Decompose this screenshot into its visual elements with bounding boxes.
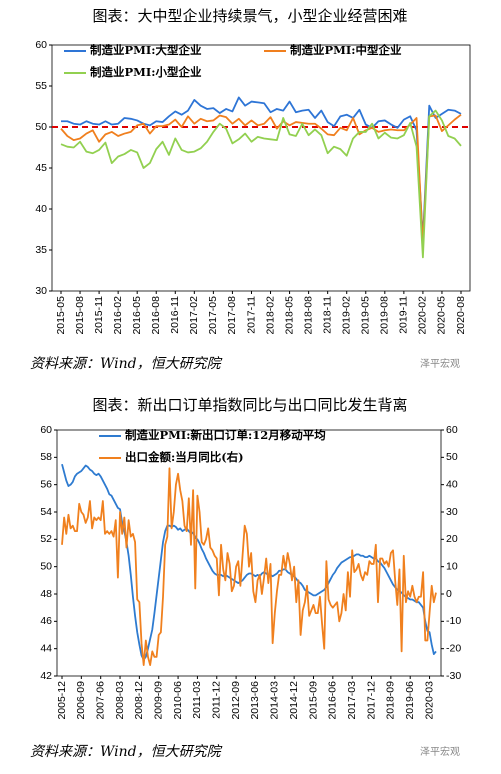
x-tick-label: 2015-09: [307, 681, 319, 720]
y2-tick-label: -10: [446, 615, 461, 627]
y2-tick-label: 30: [446, 506, 458, 518]
plot-frame: [56, 429, 442, 677]
x-tick-label: 2017-02: [188, 296, 200, 335]
x-tick-label: 2016-02: [112, 296, 124, 335]
x-tick-label: 2019-11: [398, 296, 410, 334]
y-tick-label: 40: [35, 203, 47, 215]
plot-frame: [51, 44, 471, 292]
x-tick-label: 2016-05: [131, 296, 143, 335]
series-line: [61, 96, 462, 241]
y-tick-label: 46: [40, 615, 52, 627]
x-tick-label: 2018-09: [385, 681, 397, 720]
x-tick-label: 2018-02: [264, 296, 276, 335]
x-tick-label: 2017-11: [245, 296, 257, 334]
series-line: [60, 113, 462, 247]
x-tick-label: 2008-03: [114, 681, 126, 720]
y-tick-label: 58: [40, 451, 52, 463]
y-tick-label: 56: [40, 478, 52, 490]
y-tick-label: 35: [35, 244, 47, 256]
series-line: [61, 467, 437, 666]
x-tick-label: 2010-06: [172, 681, 184, 720]
x-tick-label: 2017-12: [365, 681, 377, 720]
y2-tick-label: 0: [446, 588, 452, 600]
y2-tick-label: -30: [446, 670, 461, 682]
x-tick-label: 2019-05: [360, 296, 372, 335]
x-tick-label: 2018-11: [321, 296, 333, 334]
x-tick-label: 2019-06: [404, 681, 416, 720]
legend-label: 制造业PMI:新出口订单:12月移动平均: [125, 428, 326, 442]
y-tick-label: 48: [40, 588, 52, 600]
y-tick-label: 30: [35, 285, 47, 297]
series-line: [60, 109, 462, 259]
x-tick-label: 2017-03: [346, 681, 358, 720]
x-tick-label: 2013-06: [249, 681, 261, 720]
y2-tick-label: 50: [446, 451, 458, 463]
x-tick-label: 2020-08: [455, 296, 467, 335]
x-tick-label: 2018-05: [283, 296, 295, 335]
x-tick-label: 2008-12: [133, 681, 145, 720]
y-tick-label: 55: [35, 80, 47, 92]
x-tick-label: 2019-08: [379, 296, 391, 335]
y2-tick-label: 60: [446, 424, 458, 436]
source-note: 资料来源：Wind，恒大研究院: [30, 744, 223, 760]
legend-label: 制造业PMI:小型企业: [90, 65, 202, 79]
x-tick-label: 2007-06: [94, 681, 106, 720]
y-tick-label: 60: [35, 39, 47, 51]
x-tick-label: 2019-02: [340, 296, 352, 335]
x-tick-label: 2017-08: [226, 296, 238, 335]
x-tick-label: 2020-05: [436, 296, 448, 335]
y-tick-label: 42: [40, 670, 52, 682]
x-tick-label: 2016-11: [169, 296, 181, 334]
x-tick-label: 2009-09: [153, 681, 165, 720]
y2-tick-label: 40: [446, 478, 458, 490]
y-tick-label: 60: [40, 424, 52, 436]
chart-title: 图表：大中型企业持续景气，小型企业经营困难: [92, 7, 407, 25]
x-tick-label: 2014-12: [288, 681, 300, 720]
x-tick-label: 2011-12: [211, 681, 223, 719]
y-tick-label: 52: [40, 533, 52, 545]
x-tick-label: 2015-11: [93, 296, 105, 334]
x-tick-label: 2017-05: [207, 296, 219, 335]
y2-tick-label: 20: [446, 533, 458, 545]
x-tick-label: 2018-08: [302, 296, 314, 335]
x-tick-label: 2020-02: [417, 296, 429, 335]
y2-tick-label: -20: [446, 642, 461, 654]
y-tick-label: 54: [40, 506, 52, 518]
legend-label: 制造业PMI:中型企业: [290, 43, 402, 57]
x-tick-label: 2005-12: [56, 681, 68, 720]
x-tick-label: 2015-08: [74, 296, 86, 335]
source-note: 资料来源：Wind，恒大研究院: [30, 356, 223, 372]
y-tick-label: 44: [40, 642, 52, 654]
watermark: 泽平宏观: [420, 357, 460, 370]
x-tick-label: 2015-05: [55, 296, 67, 335]
watermark: 泽平宏观: [420, 745, 460, 758]
x-tick-label: 2012-09: [230, 681, 242, 720]
legend-label: 出口金额:当月同比(右): [125, 450, 244, 464]
y-tick-label: 50: [40, 560, 52, 572]
x-tick-label: 2016-08: [150, 296, 162, 335]
y2-tick-label: 10: [446, 560, 458, 572]
chart-title: 图表：新出口订单指数同比与出口同比发生背离: [92, 396, 407, 414]
legend-label: 制造业PMI:大型企业: [90, 43, 202, 57]
y-tick-label: 45: [35, 162, 47, 174]
x-tick-label: 2006-09: [75, 681, 87, 720]
x-tick-label: 2011-03: [191, 681, 203, 719]
x-tick-label: 2016-06: [327, 681, 339, 720]
x-tick-label: 2020-03: [423, 681, 435, 720]
y-tick-label: 50: [35, 121, 47, 133]
x-tick-label: 2014-03: [269, 681, 281, 720]
